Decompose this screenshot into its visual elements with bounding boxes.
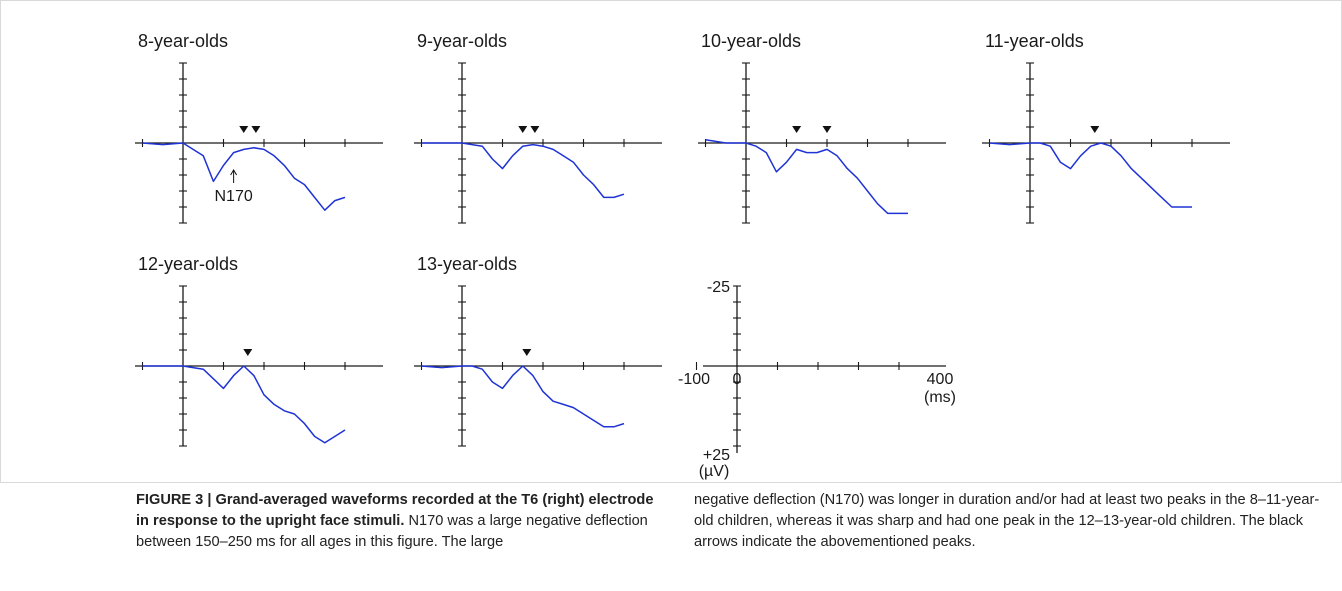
annotation-arrow-head [230, 169, 238, 176]
panel-title: 12-year-olds [138, 254, 238, 274]
scale-y-unit: (µV) [699, 463, 730, 480]
peak-marker [1090, 126, 1100, 133]
caption-left-column: FIGURE 3 | Grand-averaged waveforms reco… [136, 490, 656, 553]
panel-6: 13-year-olds [414, 254, 662, 447]
waveform-line [142, 365, 346, 444]
scale-x-start-label: -100 [678, 371, 710, 388]
scale-y-top-label: -25 [707, 279, 730, 296]
caption-right-column: negative deflection (N170) was longer in… [694, 490, 1324, 553]
waveform-plots: 8-year-olds N170 9-year-olds 10-year-olds 11… [135, 31, 1230, 480]
caption-text-part-1: N170 was a large negative deflection bet… [136, 513, 648, 550]
scale-x-zero-label: 0 [733, 371, 742, 388]
peak-marker [530, 126, 540, 133]
panel-4: 11-year-olds [982, 31, 1230, 224]
peak-marker [822, 126, 832, 133]
panel-title: 10-year-olds [701, 31, 801, 51]
panel-2: 9-year-olds [414, 31, 662, 224]
panel-title: 8-year-olds [138, 31, 228, 51]
scale-x-unit: (ms) [924, 389, 956, 406]
annotation-label: N170 [215, 188, 253, 205]
peak-marker [251, 126, 261, 133]
caption-text-part-2: negative deflection (N170) was longer in… [694, 492, 1320, 550]
waveform-line [421, 142, 625, 199]
peak-marker [243, 349, 253, 356]
peak-marker [239, 126, 249, 133]
panel-3: 10-year-olds [698, 31, 946, 224]
waveform-line [421, 365, 625, 428]
waveform-line [705, 139, 908, 215]
peak-marker [792, 126, 802, 133]
scale-y-bottom-label: +25 [703, 447, 730, 464]
panel-1: 8-year-olds N170 [135, 31, 383, 224]
waveform-line [989, 142, 1192, 208]
panel-title: 9-year-olds [417, 31, 507, 51]
waveform-line [142, 142, 346, 211]
panel-5: 12-year-olds [135, 254, 383, 447]
peak-marker [518, 126, 528, 133]
panel-title: 13-year-olds [417, 254, 517, 274]
caption-label: FIGURE 3 | Grand-averaged waveforms reco… [136, 492, 654, 529]
peak-marker [522, 349, 532, 356]
scale-x-end-label: 400 [927, 371, 954, 388]
scale-panel: -25 +25 (µV) -100 0 400 (ms) [678, 279, 956, 480]
panel-title: 11-year-olds [985, 31, 1084, 51]
